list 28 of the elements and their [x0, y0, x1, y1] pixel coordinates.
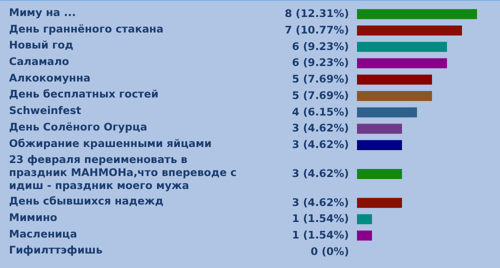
data-label: 5 (7.69%)	[292, 74, 349, 86]
y-tick-label: Новый год	[9, 40, 74, 52]
data-label: 6 (9.23%)	[292, 57, 349, 70]
data-label: 5 (7.69%)	[292, 90, 349, 102]
data-label: 6 (9.23%)	[292, 40, 349, 53]
y-tick-label: День Солёного Огурца	[9, 121, 148, 134]
y-tick-label: 23 февраля переименовать в праздник МАНМОНа,что впереводе с идиш - праздник моего мужа	[9, 154, 237, 192]
data-label: 1 (1.54%)	[292, 230, 349, 242]
data-label: 4 (6.15%)	[292, 106, 349, 118]
data-label: 3 (4.62%)	[292, 122, 349, 135]
data-label: 3 (4.62%)	[292, 196, 349, 209]
y-tick-label: Обжирание крашенными яйцами	[9, 138, 212, 150]
y-tick-label: Саламало	[9, 56, 70, 68]
data-label: 0 (0%)	[310, 246, 349, 258]
data-label: 7 (10.77%)	[284, 24, 349, 37]
y-tick-label: Масленица	[9, 228, 78, 240]
y-tick-label: Гифилттэфишь	[9, 244, 103, 257]
y-tick-label: День граннёного стакана	[9, 23, 164, 36]
y-tick-label: День бесплатных гостей	[9, 88, 158, 101]
data-label: 1 (1.54%)	[292, 213, 349, 226]
y-tick-label: Schweinfest	[9, 105, 82, 118]
y-tick-label: День сбывшихся надежд	[9, 196, 164, 208]
data-label: 3 (4.62%)	[292, 139, 349, 152]
y-tick-label: Миму на ...	[9, 6, 76, 19]
data-label: 8 (12.31%)	[284, 8, 349, 20]
y-tick-label: Алкокомунна	[9, 72, 91, 84]
y-tick-label: Мимино	[9, 212, 58, 224]
data-label: 3 (4.62%)	[292, 168, 349, 180]
